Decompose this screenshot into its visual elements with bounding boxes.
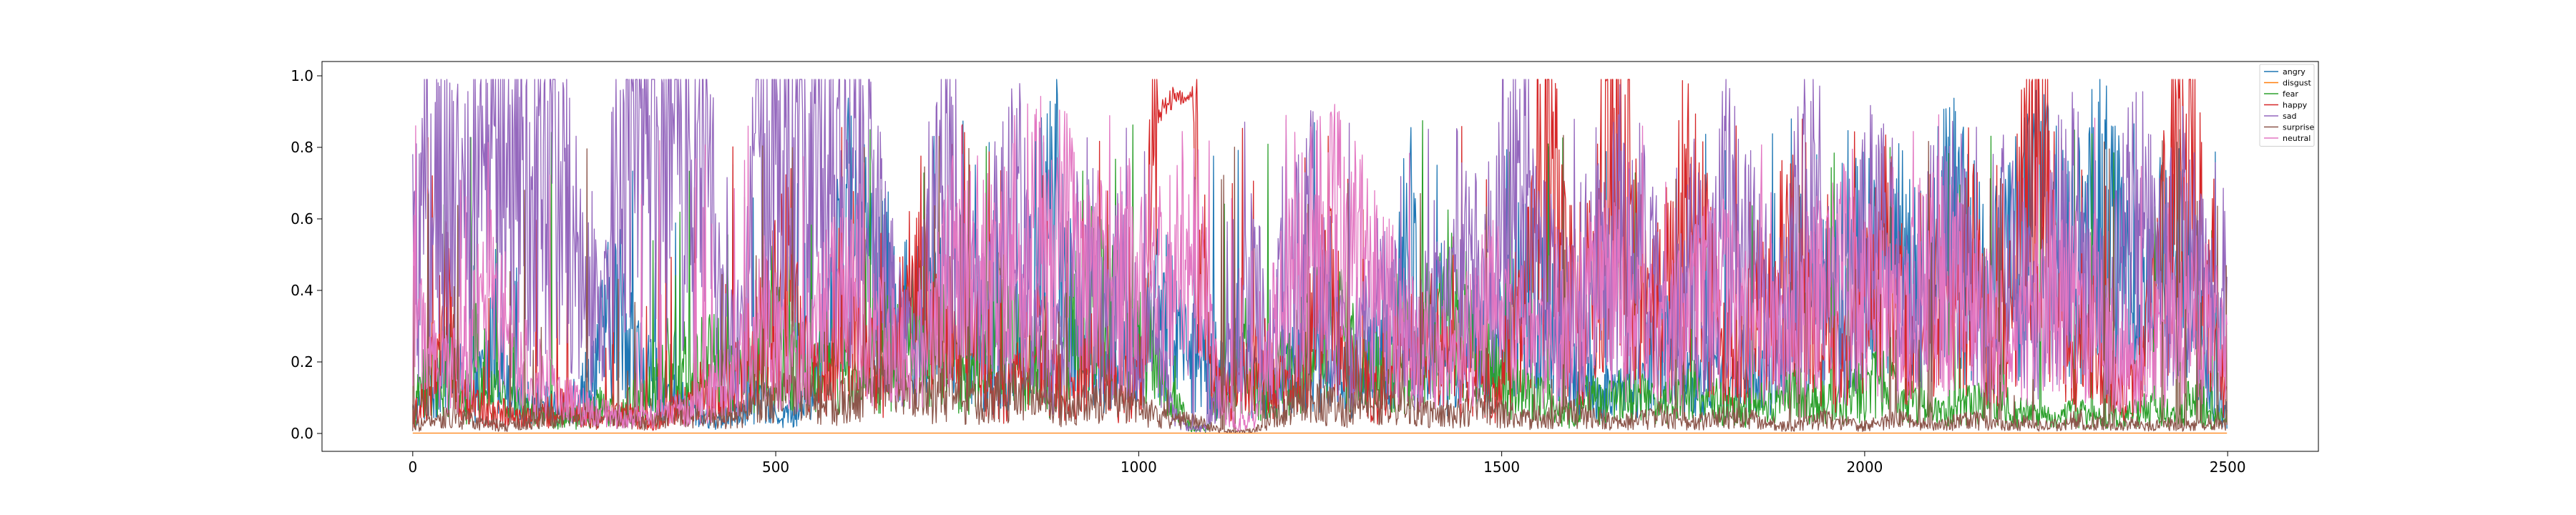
legend-label-disgust: disgust <box>2283 79 2311 88</box>
x-tick-label: 1500 <box>1483 458 1520 476</box>
y-tick-label: 0.0 <box>291 425 313 442</box>
y-tick-label: 0.4 <box>291 282 313 299</box>
y-tick-label: 0.8 <box>291 139 313 156</box>
series-line-neutral <box>412 96 2228 432</box>
x-tick-label: 500 <box>762 458 789 476</box>
legend-label-sad: sad <box>2283 112 2296 121</box>
y-tick-label: 0.2 <box>291 353 313 371</box>
y-axis: 0.0 0.2 0.4 0.6 0.8 1.0 <box>291 67 322 442</box>
legend-box <box>2259 64 2315 147</box>
x-tick-label: 0 <box>408 458 417 476</box>
y-tick-label: 1.0 <box>291 67 313 84</box>
x-tick-label: 1000 <box>1121 458 1157 476</box>
x-tick-label: 2000 <box>1846 458 1883 476</box>
y-tick-label: 0.6 <box>291 210 313 227</box>
legend-label-fear: fear <box>2283 89 2298 99</box>
plot-area-frame <box>321 61 2319 452</box>
legend-label-happy: happy <box>2283 101 2308 110</box>
legend-label-angry: angry <box>2283 67 2306 77</box>
legend-label-surprise: surprise <box>2283 123 2315 132</box>
legend-label-neutral: neutral <box>2283 134 2311 143</box>
x-tick-label: 2500 <box>2210 458 2246 476</box>
x-axis: 0 500 1000 1500 2000 2500 <box>408 451 2246 476</box>
series-lines <box>412 79 2228 434</box>
